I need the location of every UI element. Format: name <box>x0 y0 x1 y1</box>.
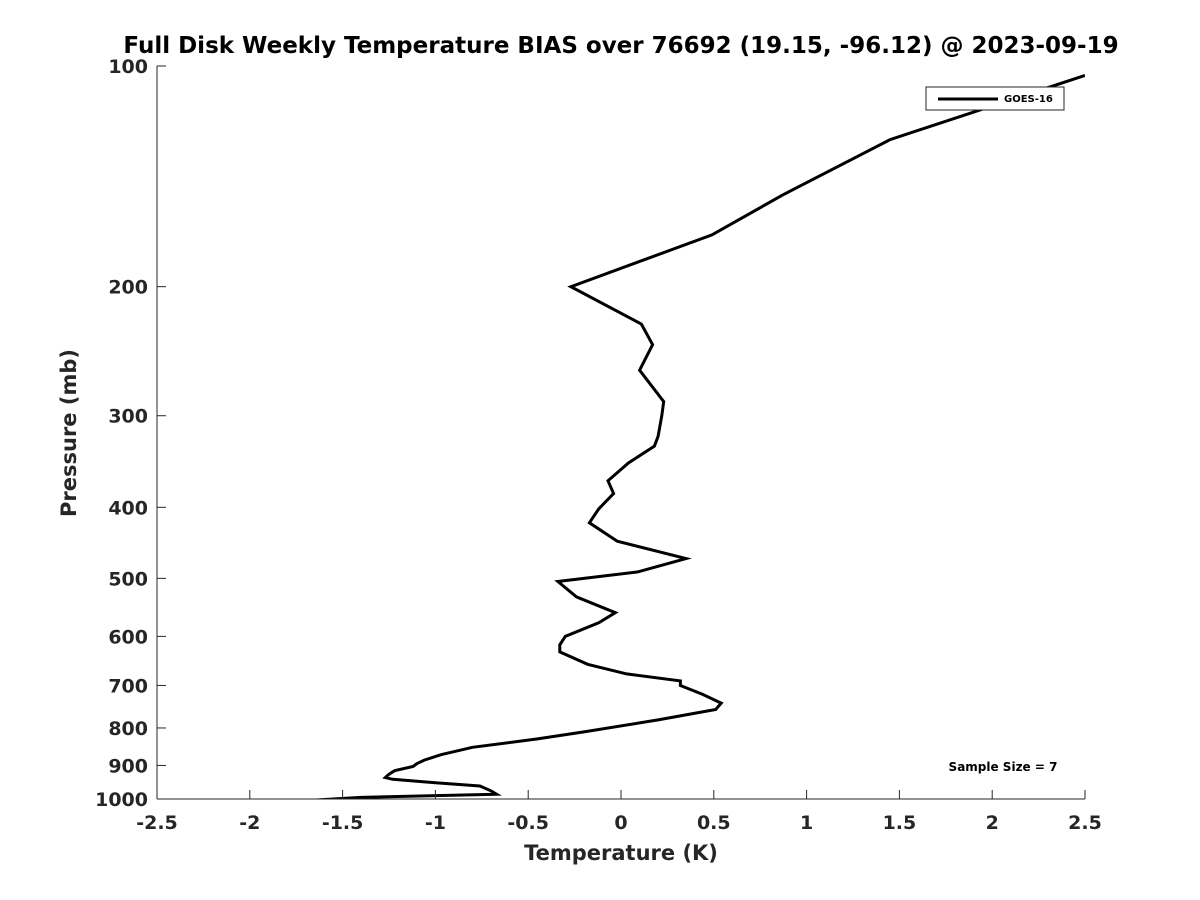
x-tick-label: -0.5 <box>507 812 549 834</box>
sample-size-annotation: Sample Size = 7 <box>949 760 1058 774</box>
x-tick-label: -2 <box>239 812 260 834</box>
x-axis-label: Temperature (K) <box>524 841 718 865</box>
y-tick-label: 400 <box>108 497 148 519</box>
y-tick-label: 500 <box>108 568 148 590</box>
y-tick-label: 800 <box>108 718 148 740</box>
x-tick-label: -1.5 <box>322 812 364 834</box>
x-tick-label: 2 <box>986 812 999 834</box>
x-tick-label: 0.5 <box>697 812 731 834</box>
x-tick-label: 1.5 <box>883 812 917 834</box>
x-tick-label: 1 <box>800 812 813 834</box>
x-axis: -2.5 -2 -1.5 -1 -0.5 0 0.5 1 1.5 2 2.5 <box>136 790 1102 834</box>
plot-area <box>307 73 1085 799</box>
legend: GOES-16 <box>925 86 1065 111</box>
y-tick-label: 200 <box>108 277 148 299</box>
x-tick-label: -2.5 <box>136 812 178 834</box>
x-tick-label: 2.5 <box>1068 812 1102 834</box>
y-tick-label: 900 <box>108 755 148 777</box>
series-line-goes-16 <box>307 73 1085 799</box>
y-tick-label: 700 <box>108 675 148 697</box>
x-tick-label: 0 <box>614 812 627 834</box>
y-tick-label: 100 <box>108 56 148 78</box>
y-axis: 100 200 300 400 500 600 700 800 900 1000 <box>95 56 166 811</box>
chart-title: Full Disk Weekly Temperature BIAS over 7… <box>123 33 1118 59</box>
y-tick-label: 600 <box>108 626 148 648</box>
legend-label-goes-16: GOES-16 <box>1004 94 1053 105</box>
x-tick-label: -1 <box>425 812 446 834</box>
y-tick-label: 300 <box>108 406 148 428</box>
y-axis-label: Pressure (mb) <box>57 349 81 517</box>
y-tick-label: 1000 <box>95 789 148 811</box>
